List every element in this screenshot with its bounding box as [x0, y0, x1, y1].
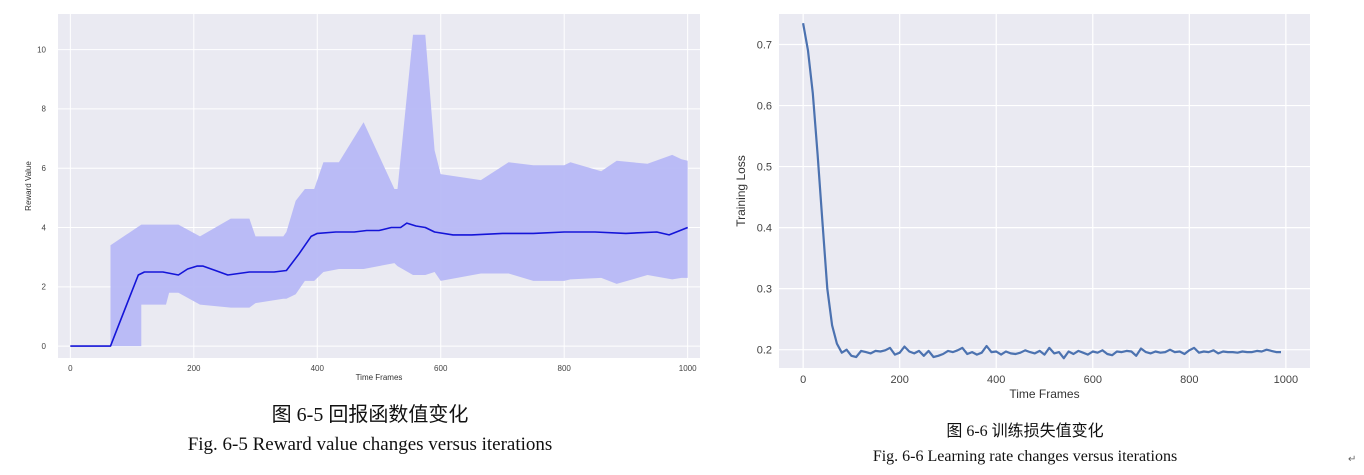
y-tick-label: 0.4	[757, 222, 772, 234]
x-axis-label: Time Frames	[356, 373, 403, 382]
x-tick-label: 1000	[1274, 374, 1298, 386]
loss-caption-en: Fig. 6-6 Learning rate changes versus it…	[872, 448, 1178, 465]
y-tick-label: 6	[42, 164, 47, 173]
y-tick-label: 0	[42, 342, 47, 351]
x-tick-label: 400	[311, 364, 325, 373]
x-tick-label: 0	[68, 364, 73, 373]
y-tick-label: 8	[42, 105, 47, 114]
y-tick-label: 4	[42, 223, 47, 232]
y-tick-label: 0.2	[757, 345, 772, 357]
y-axis-label: Training Loss	[734, 155, 748, 227]
plot-area	[779, 14, 1310, 368]
x-tick-label: 600	[434, 364, 448, 373]
y-tick-label: 2	[42, 283, 47, 292]
reward-chart: 0 200 400 600 800 1000 0 2 4 6 8 10 Time Frames Rewar…	[24, 14, 700, 382]
y-tick-label: 0.5	[757, 161, 772, 173]
x-tick-label: 800	[558, 364, 572, 373]
x-axis-label: Time Frames	[1009, 387, 1079, 401]
x-tick-label: 1000	[679, 364, 697, 373]
x-tick-label: 200	[187, 364, 201, 373]
x-tick-label: 200	[891, 374, 909, 386]
y-tick-label: 0.3	[757, 284, 772, 296]
y-axis-label: Reward Value	[24, 161, 33, 211]
y-tick-label: 0.6	[757, 100, 772, 112]
x-tick-label: 400	[987, 374, 1005, 386]
y-tick-label: 0.7	[757, 39, 772, 51]
confidence-band	[110, 34, 688, 347]
x-tick-label: 600	[1084, 374, 1102, 386]
reward-caption-en: Fig. 6-5 Reward value changes versus ite…	[187, 434, 553, 455]
reward-caption-cn: 图 6-5 回报函数值变化	[271, 404, 469, 426]
y-tick-label: 10	[37, 45, 46, 54]
paragraph-mark: ↵	[1348, 454, 1357, 465]
x-tick-label: 0	[800, 374, 806, 386]
x-tick-label: 800	[1180, 374, 1198, 386]
series-line-0	[70, 222, 688, 347]
loss-chart: 0 200 400 600 800 1000 0.2 0.3 0.4 0.5 0.6 0.7 Time …	[734, 14, 1310, 401]
loss-caption-cn: 图 6-6 训练损失值变化	[946, 423, 1104, 440]
series-line-0	[802, 23, 1281, 360]
